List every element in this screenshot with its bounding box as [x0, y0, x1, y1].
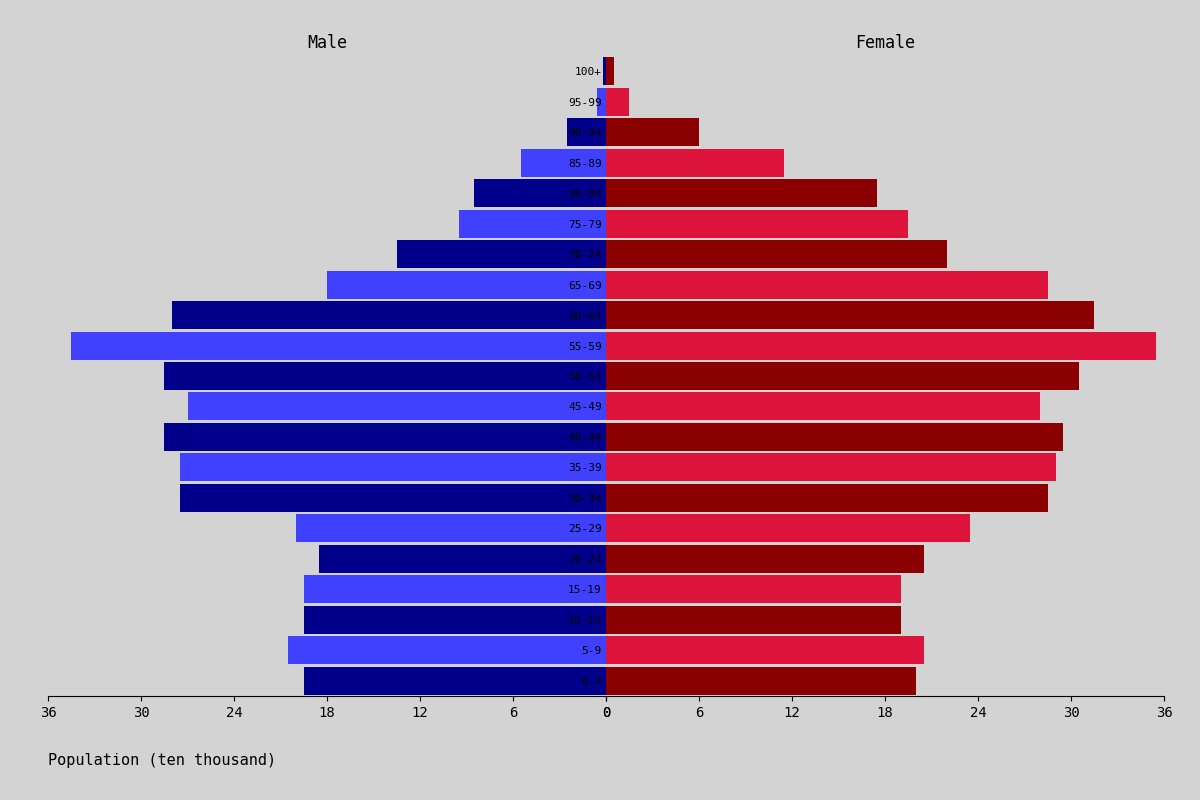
Bar [606, 58, 613, 86]
Title: Female: Female [854, 34, 916, 52]
Bar [606, 118, 698, 146]
Bar [187, 393, 606, 421]
Bar [397, 240, 606, 268]
Bar [606, 240, 947, 268]
Bar [458, 210, 606, 238]
Bar [602, 58, 606, 86]
Text: Population (ten thousand): Population (ten thousand) [48, 753, 276, 768]
Bar [606, 149, 785, 177]
Bar [304, 606, 606, 634]
Bar [606, 636, 924, 664]
Bar [606, 393, 1040, 421]
Bar [606, 301, 1094, 329]
Bar [606, 606, 900, 634]
Bar [606, 331, 1157, 359]
Bar [606, 179, 877, 207]
Bar [180, 484, 606, 512]
Bar [172, 301, 606, 329]
Bar [474, 179, 606, 207]
Bar [319, 545, 606, 573]
Bar [606, 88, 629, 116]
Bar [606, 484, 1048, 512]
Bar [180, 454, 606, 482]
Bar [304, 575, 606, 603]
Bar [568, 118, 606, 146]
Bar [521, 149, 606, 177]
Title: Male: Male [307, 34, 347, 52]
Bar [606, 514, 971, 542]
Bar [606, 270, 1048, 298]
Bar [288, 636, 606, 664]
Bar [606, 362, 1079, 390]
Bar [606, 575, 900, 603]
Bar [606, 666, 916, 694]
Bar [304, 666, 606, 694]
Bar [606, 545, 924, 573]
Bar [606, 423, 1063, 451]
Bar [71, 331, 606, 359]
Bar [164, 362, 606, 390]
Bar [326, 270, 606, 298]
Bar [596, 88, 606, 116]
Bar [606, 210, 908, 238]
Bar [164, 423, 606, 451]
Bar [606, 454, 1056, 482]
Bar [296, 514, 606, 542]
